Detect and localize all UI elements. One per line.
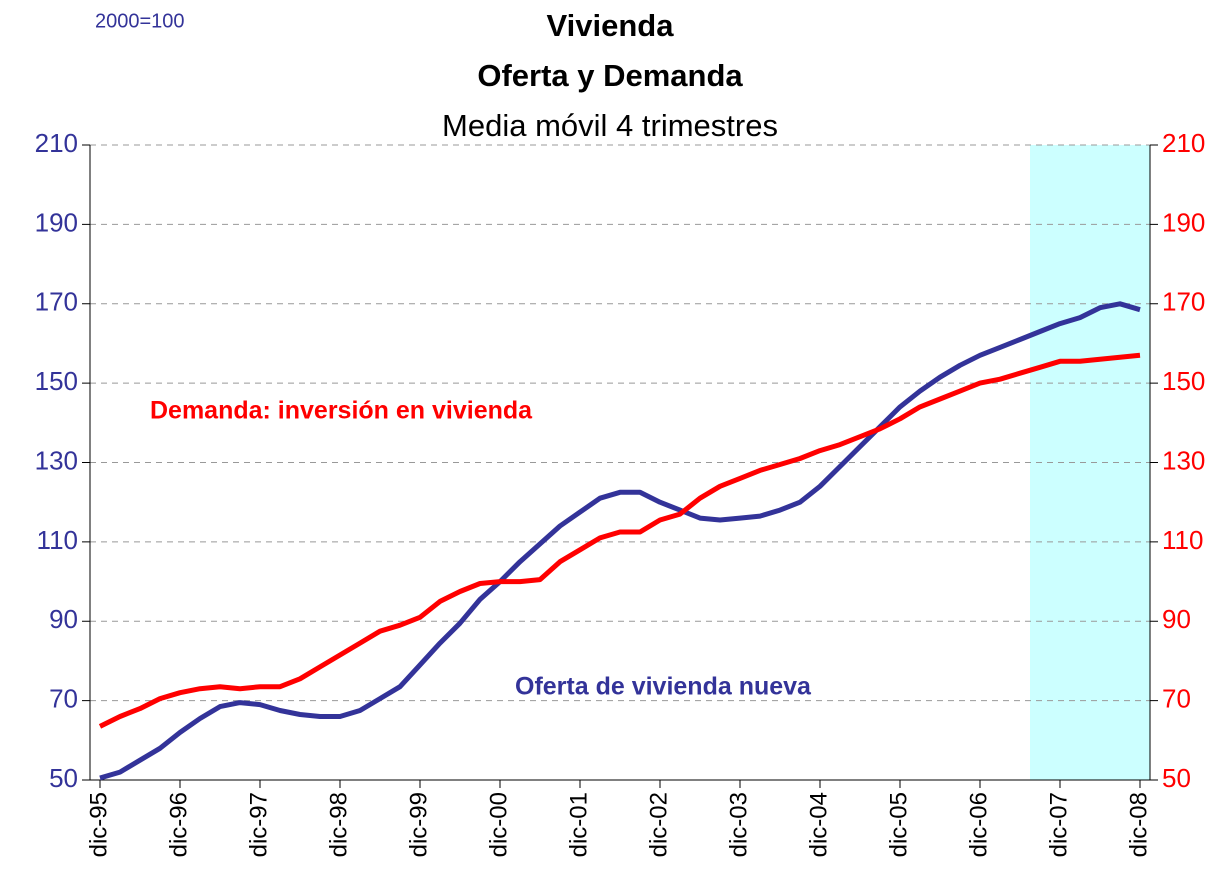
y-tick-label: 110 [37,525,78,555]
y2-tick-label: 210 [1162,128,1205,158]
y2-tick-label: 50 [1162,763,1191,793]
y-tick-label: 190 [35,207,78,237]
y2-tick-label: 150 [1162,366,1205,396]
x-tick-label: dic-97 [245,792,272,857]
x-tick-label: dic-06 [965,792,992,857]
x-tick-label: dic-04 [805,792,832,857]
y2-tick-label: 110 [1162,525,1203,555]
y-tick-label: 130 [35,445,78,475]
y-tick-label: 70 [49,684,78,714]
chart-subtitle: Media móvil 4 trimestres [442,108,778,143]
y2-tick-label: 70 [1162,684,1191,714]
series-line [99,301,1141,781]
x-tick-label: dic-02 [645,792,672,857]
annotation: Oferta de vivienda nueva [515,673,812,701]
x-tick-label: dic-08 [1125,792,1152,857]
unit-note: 2000=100 [95,10,185,32]
y2-tick-label: 170 [1162,287,1205,317]
x-tick-label: dic-03 [725,792,752,857]
y2-tick-label: 130 [1162,445,1205,475]
x-tick-label: dic-01 [565,792,592,857]
x-tick-label: dic-98 [325,792,352,857]
x-tick-label: dic-99 [405,792,432,857]
series-line [98,352,1141,729]
y2-tick-label: 90 [1162,604,1191,634]
x-tick-label: dic-00 [485,792,512,857]
y-tick-label: 90 [49,604,78,634]
annotation: Demanda: inversión en vivienda [150,397,533,425]
y-tick-label: 150 [35,366,78,396]
y-tick-label: 170 [35,287,78,317]
y-tick-label: 210 [35,128,78,158]
chart-title: Vivienda [547,8,675,43]
chart-subtitle: Oferta y Demanda [477,58,743,93]
x-tick-label: dic-07 [1045,792,1072,857]
x-tick-label: dic-96 [165,792,192,857]
y2-tick-label: 190 [1162,207,1205,237]
x-tick-label: dic-95 [85,792,112,857]
x-tick-label: dic-05 [885,792,912,857]
y-tick-label: 50 [49,763,78,793]
